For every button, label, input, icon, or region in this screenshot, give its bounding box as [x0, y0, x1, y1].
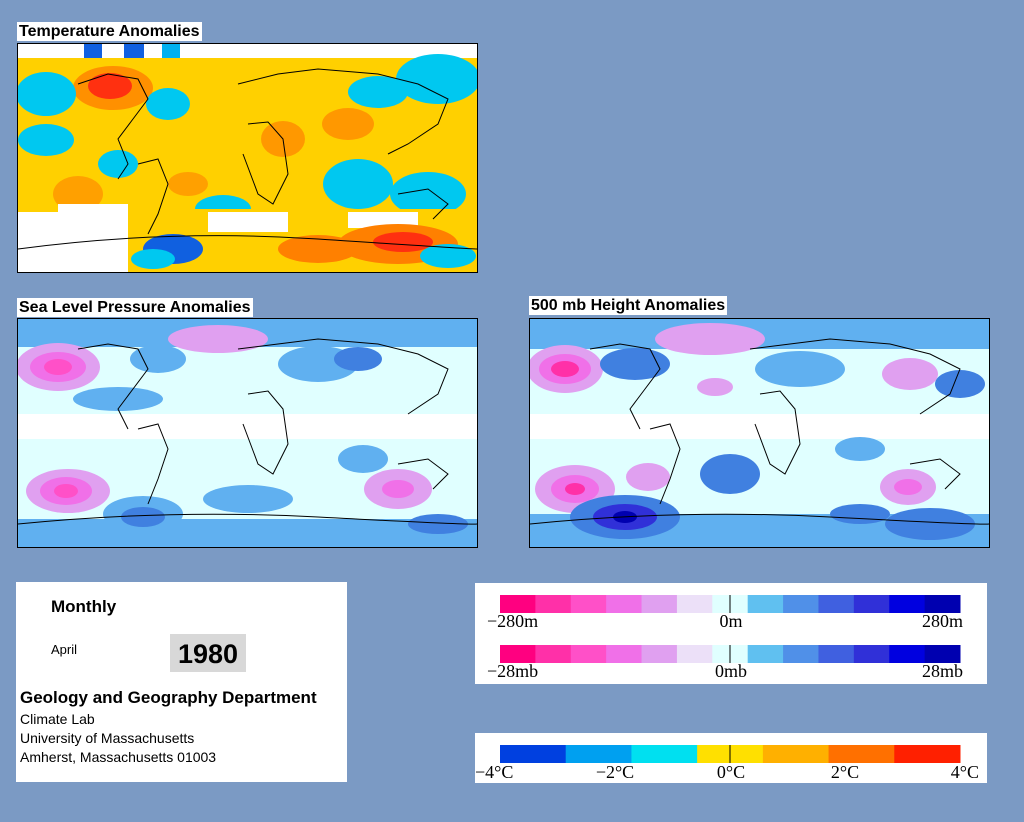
slp-anomaly-map: [17, 318, 478, 548]
temp-legend-label: 0°C: [717, 762, 745, 782]
height-anomaly-map: [529, 318, 990, 548]
color-swatch: [535, 595, 572, 613]
color-swatch: [747, 595, 784, 613]
height-map-title: 500 mb Height Anomalies: [529, 296, 728, 315]
color-swatch: [818, 595, 855, 613]
temperature-color-scale: [500, 745, 961, 763]
temp-legend-label: −4°C: [475, 762, 513, 782]
height-color-scale: [500, 595, 961, 613]
color-swatch: [889, 645, 926, 663]
color-swatch: [924, 595, 961, 613]
slp-map-title: Sea Level Pressure Anomalies: [17, 298, 253, 317]
color-swatch: [853, 645, 890, 663]
color-swatch: [818, 645, 855, 663]
color-swatch: [894, 745, 961, 763]
height-legend-min: −280m: [487, 611, 538, 631]
color-swatch: [565, 745, 632, 763]
color-swatch: [747, 645, 784, 663]
period-label: Monthly: [51, 597, 117, 616]
color-swatch: [535, 645, 572, 663]
year-display: 1980: [170, 634, 246, 672]
temp-legend-label: 4°C: [951, 762, 979, 782]
color-swatch: [889, 595, 926, 613]
color-swatch: [631, 745, 698, 763]
temp-legend-label: −2°C: [596, 762, 634, 782]
height-legend-zero: 0m: [719, 611, 742, 631]
color-swatch: [924, 645, 961, 663]
department-name: Geology and Geography Department: [20, 688, 317, 707]
color-swatch: [500, 645, 536, 663]
color-swatch: [570, 595, 607, 613]
color-swatch: [500, 745, 567, 763]
color-swatch: [676, 595, 713, 613]
address-line-city: Amherst, Massachusetts 01003: [20, 749, 217, 765]
color-swatch: [606, 595, 643, 613]
height-legend-max: 280m: [922, 611, 963, 631]
color-swatch: [762, 745, 830, 763]
color-swatch: [828, 745, 895, 763]
color-swatch: [783, 645, 819, 663]
pressure-legend-min: −28mb: [487, 661, 538, 681]
color-swatch: [676, 645, 713, 663]
pressure-legend-max: 28mb: [922, 661, 963, 681]
color-swatch: [570, 645, 607, 663]
color-swatch: [641, 595, 678, 613]
color-swatch: [783, 595, 819, 613]
color-swatch: [606, 645, 643, 663]
temperature-anomaly-map: [17, 43, 478, 273]
temperature-map-title: Temperature Anomalies: [17, 22, 202, 41]
month-label: April: [51, 642, 78, 657]
color-swatch: [500, 595, 536, 613]
height-pressure-legend: −280m 0m 280m −28mb 0mb 28mb: [475, 583, 987, 684]
address-line-university: University of Massachusetts: [20, 730, 195, 746]
temp-legend-label: 2°C: [831, 762, 859, 782]
temperature-legend: −4°C −2°C 0°C 2°C 4°C: [475, 733, 987, 783]
address-line-lab: Climate Lab: [20, 711, 95, 727]
color-swatch: [641, 645, 678, 663]
pressure-legend-zero: 0mb: [715, 661, 747, 681]
color-swatch: [853, 595, 890, 613]
pressure-color-scale: [500, 645, 961, 663]
info-panel: Monthly April 1980 Geology and Geography…: [16, 582, 347, 782]
